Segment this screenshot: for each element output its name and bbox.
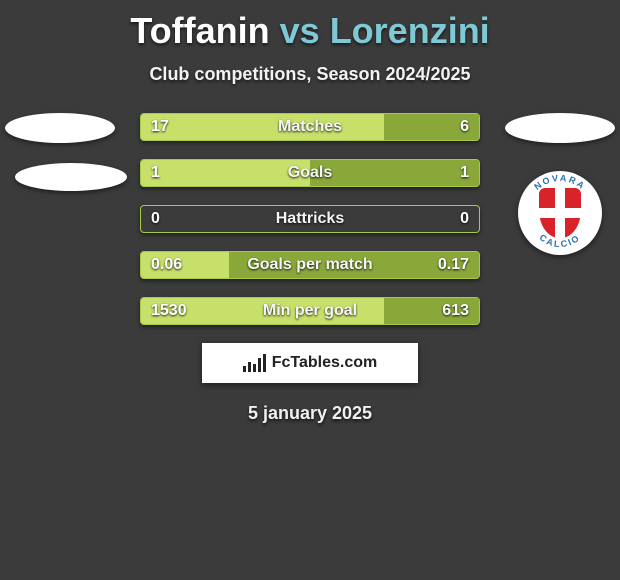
bar-chart-icon bbox=[243, 354, 266, 372]
vs-text: vs bbox=[280, 10, 320, 51]
stat-value-left: 0 bbox=[141, 206, 170, 232]
date-text: 5 january 2025 bbox=[0, 403, 620, 424]
stat-label: Matches bbox=[141, 114, 479, 140]
stat-value-left: 17 bbox=[141, 114, 179, 140]
stat-value-right: 613 bbox=[432, 298, 479, 324]
stat-row: Goals1 1 bbox=[140, 159, 480, 187]
comparison-title: Toffanin vs Lorenzini bbox=[0, 0, 620, 52]
stat-row: Goals per match0.060.17 bbox=[140, 251, 480, 279]
stat-value-left: 0.06 bbox=[141, 252, 192, 278]
club-badge-left-1 bbox=[5, 113, 115, 143]
player1-name: Toffanin bbox=[130, 10, 269, 51]
stat-row: Matches17 6 bbox=[140, 113, 480, 141]
club-badge-right-1 bbox=[505, 113, 615, 143]
stat-value-right: 6 bbox=[450, 114, 479, 140]
stat-label: Goals bbox=[141, 160, 479, 186]
stat-value-right: 0 bbox=[450, 206, 479, 232]
player2-name: Lorenzini bbox=[330, 10, 490, 51]
stat-value-left: 1 bbox=[141, 160, 170, 186]
stat-label: Hattricks bbox=[141, 206, 479, 232]
brand-text: FcTables.com bbox=[272, 354, 378, 372]
brand-box: FcTables.com bbox=[202, 343, 418, 383]
stat-value-right: 1 bbox=[450, 160, 479, 186]
club-crest-right-2: NOVARA CALCIO bbox=[518, 171, 602, 255]
stats-bars: Matches176Goals11Hattricks00Goals per ma… bbox=[140, 113, 480, 325]
body-area: NOVARA CALCIO Matches17 6 Goals1 1 Hattricks… bbox=[0, 113, 620, 424]
subtitle: Club competitions, Season 2024/2025 bbox=[0, 64, 620, 85]
stat-value-left: 1530 bbox=[141, 298, 197, 324]
club-badge-left-2 bbox=[15, 163, 127, 191]
stat-row: Min per goal1530613 bbox=[140, 297, 480, 325]
stat-value-right: 0.17 bbox=[428, 252, 479, 278]
cross-horizontal bbox=[539, 208, 581, 218]
stat-row: Hattricks0 0 bbox=[140, 205, 480, 233]
